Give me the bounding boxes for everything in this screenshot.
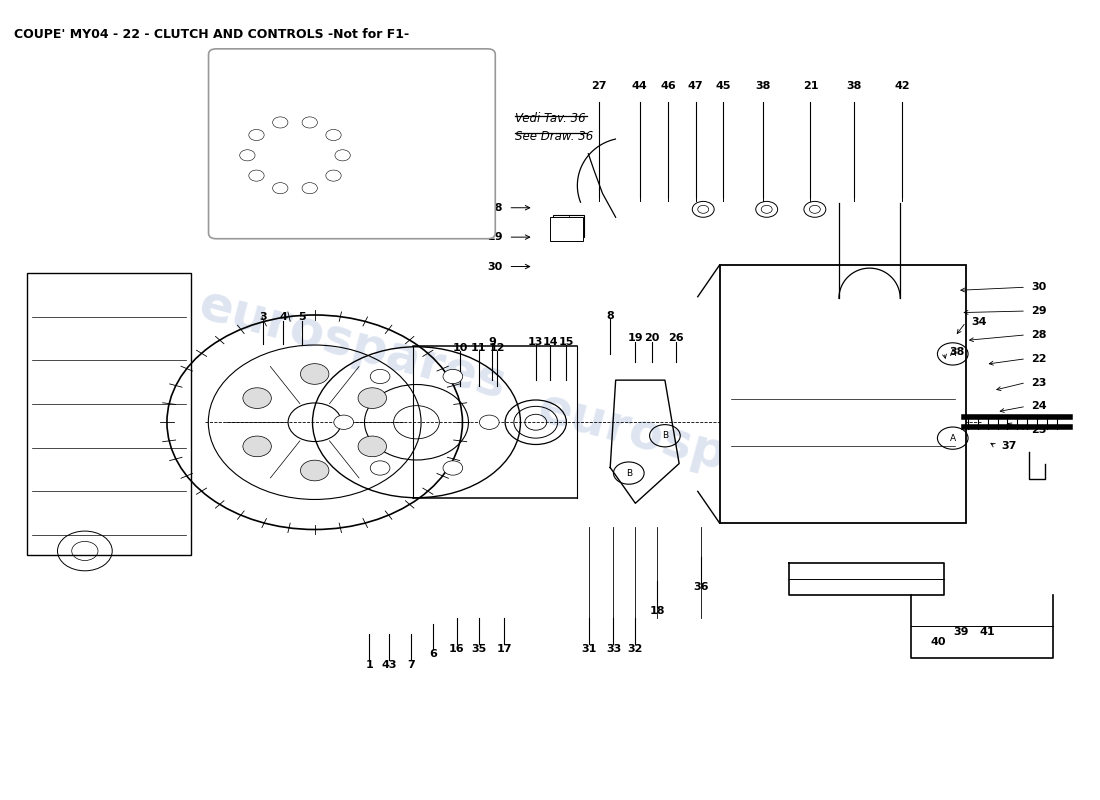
Circle shape [302, 117, 318, 128]
Text: 43: 43 [382, 659, 397, 670]
Circle shape [333, 415, 353, 430]
Text: 9: 9 [488, 337, 496, 347]
Text: 7: 7 [407, 659, 415, 670]
Text: 36: 36 [693, 582, 708, 593]
Text: 25: 25 [1032, 425, 1047, 435]
Bar [550, 218, 583, 241]
Text: See Draw. 36: See Draw. 36 [515, 130, 593, 143]
Circle shape [371, 370, 389, 384]
Text: 27: 27 [592, 81, 607, 91]
Text: 8: 8 [606, 310, 614, 321]
Circle shape [273, 117, 288, 128]
Circle shape [240, 150, 255, 161]
Text: 4: 4 [279, 311, 287, 322]
Circle shape [249, 130, 264, 141]
Text: 20: 20 [645, 333, 660, 343]
Text: 26: 26 [668, 333, 684, 343]
Text: eurospares: eurospares [534, 383, 851, 512]
Circle shape [443, 370, 463, 384]
Text: eurospares: eurospares [194, 280, 512, 409]
Text: 28: 28 [487, 202, 503, 213]
Text: 29: 29 [487, 232, 503, 242]
Text: 17: 17 [496, 644, 512, 654]
Text: B: B [662, 431, 668, 440]
Text: 11: 11 [471, 342, 486, 353]
Text: 38: 38 [756, 81, 771, 91]
Text: 28: 28 [1032, 330, 1047, 340]
Text: 34: 34 [971, 317, 987, 327]
Text: 1: 1 [365, 659, 373, 670]
Circle shape [300, 364, 329, 384]
Circle shape [358, 436, 386, 457]
Text: 10: 10 [452, 342, 468, 353]
Circle shape [443, 461, 463, 475]
Text: 39: 39 [954, 627, 969, 637]
Bar [26, 273, 191, 555]
Text: 14: 14 [542, 337, 558, 347]
Text: 21: 21 [803, 81, 818, 91]
Text: 13: 13 [528, 337, 543, 347]
Circle shape [326, 130, 341, 141]
Text: B: B [626, 469, 631, 478]
Text: 30: 30 [487, 262, 503, 271]
Text: 35: 35 [471, 644, 486, 654]
Text: 38: 38 [949, 347, 965, 358]
Text: 6: 6 [429, 650, 437, 659]
Text: 46: 46 [660, 81, 676, 91]
Text: 44: 44 [631, 81, 648, 91]
Text: 45: 45 [715, 81, 730, 91]
Circle shape [334, 150, 350, 161]
Circle shape [300, 460, 329, 481]
Bar [553, 215, 584, 237]
Circle shape [326, 170, 341, 181]
Text: Vedi Tav. 36: Vedi Tav. 36 [515, 113, 585, 126]
Text: A: A [949, 350, 956, 358]
Circle shape [273, 182, 288, 194]
Text: 5: 5 [298, 311, 306, 322]
Circle shape [249, 170, 264, 181]
Text: 15: 15 [559, 337, 574, 347]
Circle shape [358, 388, 386, 409]
Text: 37: 37 [1001, 441, 1016, 451]
Text: 31: 31 [582, 644, 597, 654]
Text: 40: 40 [931, 638, 946, 647]
FancyBboxPatch shape [209, 49, 495, 238]
Text: 41: 41 [980, 627, 996, 637]
Circle shape [371, 461, 389, 475]
Bar [719, 265, 966, 523]
Circle shape [302, 182, 318, 194]
Text: 32: 32 [628, 644, 643, 654]
Text: 30: 30 [1032, 282, 1047, 292]
Text: 12: 12 [490, 342, 505, 353]
Text: 38: 38 [847, 81, 862, 91]
Text: COUPE' MY04 - 22 - CLUTCH AND CONTROLS -Not for F1-: COUPE' MY04 - 22 - CLUTCH AND CONTROLS -… [13, 28, 409, 41]
Text: 3: 3 [260, 311, 267, 322]
Text: A: A [949, 434, 956, 442]
Bar [397, 171, 449, 210]
Text: 2: 2 [379, 186, 388, 198]
Text: 42: 42 [894, 81, 910, 91]
Text: 24: 24 [1032, 402, 1047, 411]
Text: 16: 16 [449, 644, 465, 654]
Text: 23: 23 [1032, 378, 1047, 387]
Text: 18: 18 [649, 606, 666, 616]
Text: 19: 19 [628, 333, 643, 343]
Circle shape [480, 415, 499, 430]
Text: 33: 33 [606, 644, 621, 654]
Circle shape [243, 436, 272, 457]
Text: 29: 29 [1032, 306, 1047, 316]
Circle shape [243, 388, 272, 409]
Text: 22: 22 [1032, 354, 1047, 364]
Text: 47: 47 [688, 81, 703, 91]
